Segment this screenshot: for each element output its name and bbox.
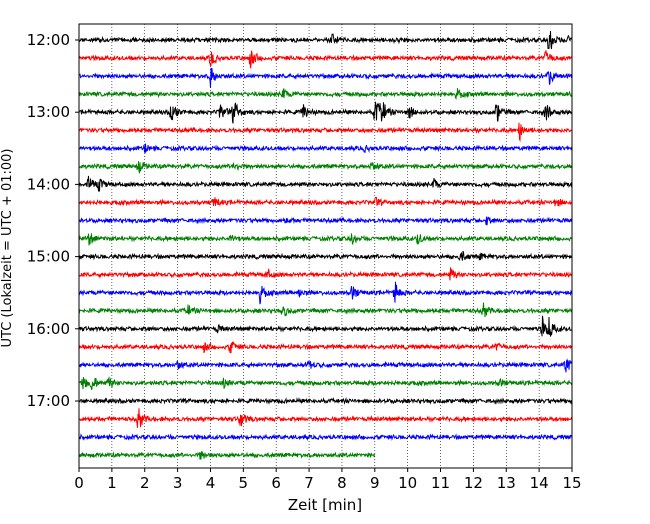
trace-1615	[78, 341, 573, 354]
trace-1300	[78, 101, 573, 124]
y-tick-label: 17:00	[27, 392, 70, 410]
trace-1245	[78, 88, 573, 101]
y-axis: 12:00 13:00 14:00 15:00 16:00 17:00	[27, 31, 79, 410]
x-tick-label: 3	[173, 474, 183, 492]
x-tick-label: 10	[398, 474, 417, 492]
trace-1345	[78, 161, 573, 175]
trace-1715	[78, 408, 573, 428]
x-tick-label: 6	[271, 474, 281, 492]
y-tick-label: 15:00	[27, 248, 70, 266]
x-tick-label: 8	[337, 474, 347, 492]
trace-1330	[78, 143, 573, 154]
x-tick-label: 4	[206, 474, 216, 492]
trace-1730	[78, 433, 573, 441]
x-tick-label: 9	[370, 474, 380, 492]
x-axis-label: Zeit [min]	[288, 496, 362, 514]
y-tick-label: 12:00	[27, 31, 70, 49]
trace-1430	[78, 216, 573, 226]
x-tick-label: 1	[107, 474, 117, 492]
x-tick-label: 13	[497, 474, 516, 492]
trace-1400	[78, 175, 573, 192]
trace-1215	[78, 50, 573, 69]
trace-1545	[78, 302, 573, 318]
trace-1630	[78, 358, 573, 373]
y-tick-label: 14:00	[27, 175, 70, 193]
trace-1700	[78, 397, 573, 405]
x-axis: 0 1 2 3 4 5 6 7 8 9 10 11 12 13 14 15	[74, 468, 582, 492]
x-tick-label: 2	[140, 474, 150, 492]
plot-frame	[78, 23, 573, 469]
trace-1500	[78, 250, 573, 261]
x-tick-label: 15	[562, 474, 581, 492]
trace-layer	[78, 30, 573, 460]
trace-1515	[78, 267, 573, 281]
x-tick-label: 12	[464, 474, 483, 492]
trace-1530	[78, 281, 573, 305]
y-axis-label: UTC (Lokalzeit = UTC + 01:00)	[0, 149, 15, 348]
trace-1645	[78, 376, 573, 391]
trace-1315	[78, 122, 573, 143]
y-tick-label: 13:00	[27, 103, 70, 121]
trace-1200	[78, 30, 573, 50]
x-tick-label: 0	[74, 474, 84, 492]
trace-1445	[78, 233, 573, 246]
x-tick-label: 5	[239, 474, 249, 492]
trace-1600	[78, 315, 572, 337]
trace-1745	[78, 451, 375, 460]
y-tick-label: 16:00	[27, 320, 70, 338]
x-tick-label: 11	[431, 474, 450, 492]
trace-1230	[78, 67, 573, 88]
trace-1415	[78, 196, 573, 207]
x-tick-label: 14	[530, 474, 549, 492]
x-tick-label: 7	[304, 474, 314, 492]
grid-layer	[111, 24, 540, 468]
